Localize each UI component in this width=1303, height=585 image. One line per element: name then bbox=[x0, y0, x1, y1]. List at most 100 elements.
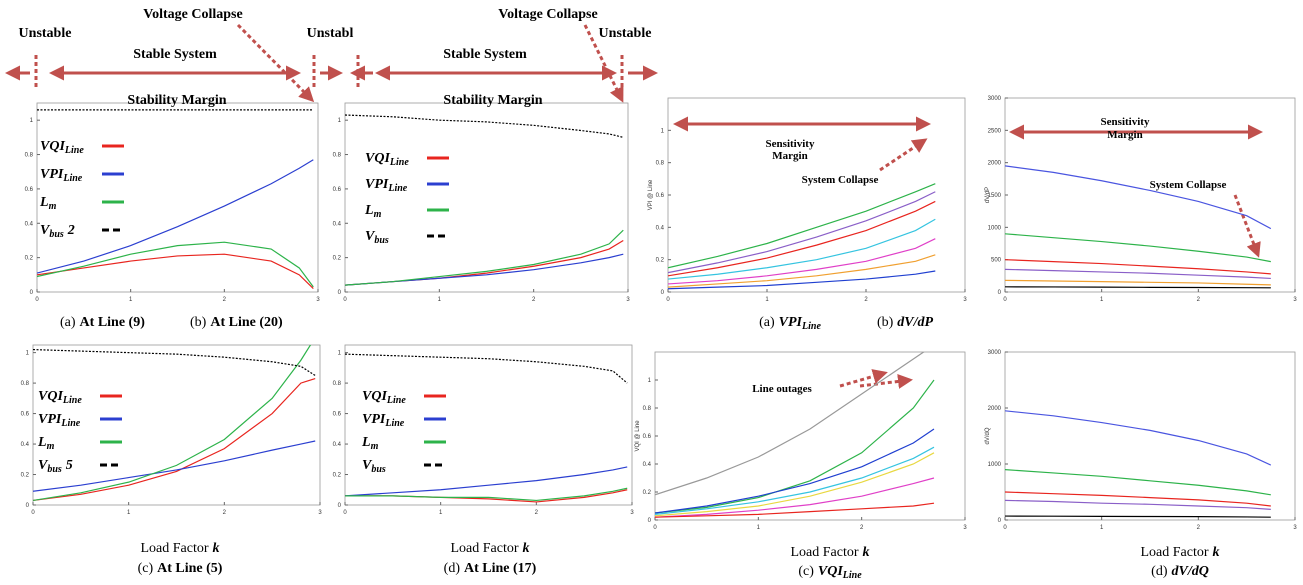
y-tick-label: 0.2 bbox=[333, 256, 342, 262]
y-axis-label: VQI @ Line bbox=[635, 420, 641, 452]
arrow bbox=[839, 369, 888, 388]
y-tick-label: 2500 bbox=[988, 128, 1002, 134]
caption: (b) dV/dP bbox=[877, 315, 934, 330]
y-tick-label: 0.8 bbox=[25, 153, 34, 159]
x-axis-text: Load Factor bbox=[450, 541, 518, 556]
legend-name: VQI bbox=[362, 389, 387, 404]
x-tick-label: 1 bbox=[765, 297, 769, 303]
line-series bbox=[655, 502, 935, 518]
line-series bbox=[33, 377, 316, 502]
arrow bbox=[879, 138, 928, 172]
line-series bbox=[1005, 279, 1271, 286]
legend-name: L bbox=[39, 195, 49, 210]
arrow bbox=[859, 373, 913, 389]
y-tick-label: 0.6 bbox=[21, 412, 30, 418]
x-tick-label: 0 bbox=[31, 510, 35, 516]
x-tick-label: 0 bbox=[343, 510, 347, 516]
series-group bbox=[1005, 410, 1272, 518]
caption-text: VPI bbox=[779, 315, 803, 330]
line-series bbox=[655, 379, 935, 514]
annotation: Margin bbox=[1107, 129, 1142, 141]
annotation: System Collapse bbox=[1150, 179, 1227, 191]
y-tick-label: 0.4 bbox=[25, 221, 34, 227]
line-series bbox=[37, 241, 314, 288]
caption-text: At Line (17) bbox=[464, 561, 537, 576]
line-series bbox=[345, 487, 628, 502]
legend-sub: m bbox=[47, 441, 55, 452]
annotation: Unstable bbox=[599, 26, 652, 41]
caption-text: At Line (5) bbox=[157, 561, 223, 576]
x-tick-label: 1 bbox=[127, 510, 131, 516]
plot-frame bbox=[667, 97, 966, 293]
legend-label: VPILine bbox=[362, 412, 405, 429]
line-series bbox=[1005, 410, 1272, 466]
line-series bbox=[1005, 499, 1271, 510]
annotation: Stable System bbox=[443, 47, 527, 62]
y-tick-label: 0 bbox=[998, 290, 1002, 296]
line-series bbox=[1005, 259, 1271, 275]
legend-label: VPILine bbox=[365, 177, 408, 194]
legend-name: VPI bbox=[38, 412, 62, 427]
legend-name: V bbox=[40, 223, 51, 238]
y-tick-label: 0 bbox=[648, 518, 652, 524]
caption: (c) At Line (5) bbox=[138, 561, 223, 576]
line-series bbox=[1005, 469, 1271, 496]
legend-name: V bbox=[362, 458, 373, 473]
legend-sub: bus bbox=[371, 464, 386, 475]
annotation: Sensitivity bbox=[1101, 116, 1150, 128]
legend-sub: Line bbox=[60, 418, 80, 429]
line-series bbox=[655, 477, 935, 518]
y-tick-label: 0.4 bbox=[333, 442, 342, 448]
annotation: Unstabl bbox=[307, 26, 354, 41]
series-group bbox=[668, 183, 936, 290]
caption-label: (b) bbox=[190, 315, 207, 330]
x-tick-label: 2 bbox=[860, 525, 864, 531]
y-tick-label: 0.2 bbox=[25, 256, 34, 262]
x-tick-label: 1 bbox=[1100, 525, 1104, 531]
x-tick-label: 0 bbox=[1003, 297, 1007, 303]
x-tick-label: 3 bbox=[1293, 297, 1297, 303]
x-axis-var: k bbox=[523, 541, 530, 556]
y-axis-label: dV/dQ bbox=[985, 427, 991, 444]
y-axis-label: VPI @ Line bbox=[648, 179, 654, 210]
caption-sub: Line bbox=[801, 321, 821, 332]
y-tick-label: 0.8 bbox=[643, 406, 652, 412]
y-tick-label: 0.2 bbox=[643, 490, 652, 496]
plot-frame bbox=[1004, 351, 1296, 521]
plot-frame bbox=[344, 102, 629, 293]
annotation: Stability Margin bbox=[127, 93, 226, 108]
y-tick-label: 0.6 bbox=[25, 187, 34, 193]
y-tick-label: 0 bbox=[26, 503, 30, 509]
x-axis-var: k bbox=[863, 545, 870, 560]
legend-name: VPI bbox=[40, 167, 64, 182]
y-tick-label: 0 bbox=[30, 290, 34, 296]
series-group bbox=[1005, 165, 1272, 289]
x-axis-label: Load Factor k bbox=[790, 545, 869, 560]
line-series bbox=[655, 446, 935, 515]
legend-label: VQILine bbox=[362, 389, 406, 406]
y-tick-label: 1 bbox=[338, 351, 342, 357]
line-series bbox=[33, 348, 316, 376]
legend-name: V bbox=[365, 229, 376, 244]
line-series bbox=[668, 270, 936, 290]
legend-sub: m bbox=[49, 201, 57, 212]
x-tick-label: 2 bbox=[864, 297, 868, 303]
y-tick-label: 0 bbox=[338, 290, 342, 296]
caption-text: At Line (9) bbox=[80, 315, 146, 330]
series-group bbox=[33, 345, 316, 502]
legend-name: VQI bbox=[40, 139, 65, 154]
caption-text: VQI bbox=[818, 564, 843, 579]
legend-name: L bbox=[37, 435, 47, 450]
x-tick-label: 3 bbox=[630, 510, 634, 516]
legend-suffix: 2 bbox=[67, 223, 75, 238]
caption: (c) VQILine bbox=[798, 564, 862, 581]
y-tick-label: 0.4 bbox=[656, 225, 665, 231]
line-series bbox=[345, 229, 624, 286]
annotation: Stable System bbox=[133, 47, 217, 62]
annotation: Stability Margin bbox=[443, 93, 542, 108]
x-axis-label: Load Factor k bbox=[450, 541, 529, 556]
y-tick-label: 0.8 bbox=[21, 381, 30, 387]
y-tick-label: 0.6 bbox=[656, 193, 665, 199]
x-tick-label: 1 bbox=[438, 297, 442, 303]
series-group bbox=[655, 352, 935, 518]
